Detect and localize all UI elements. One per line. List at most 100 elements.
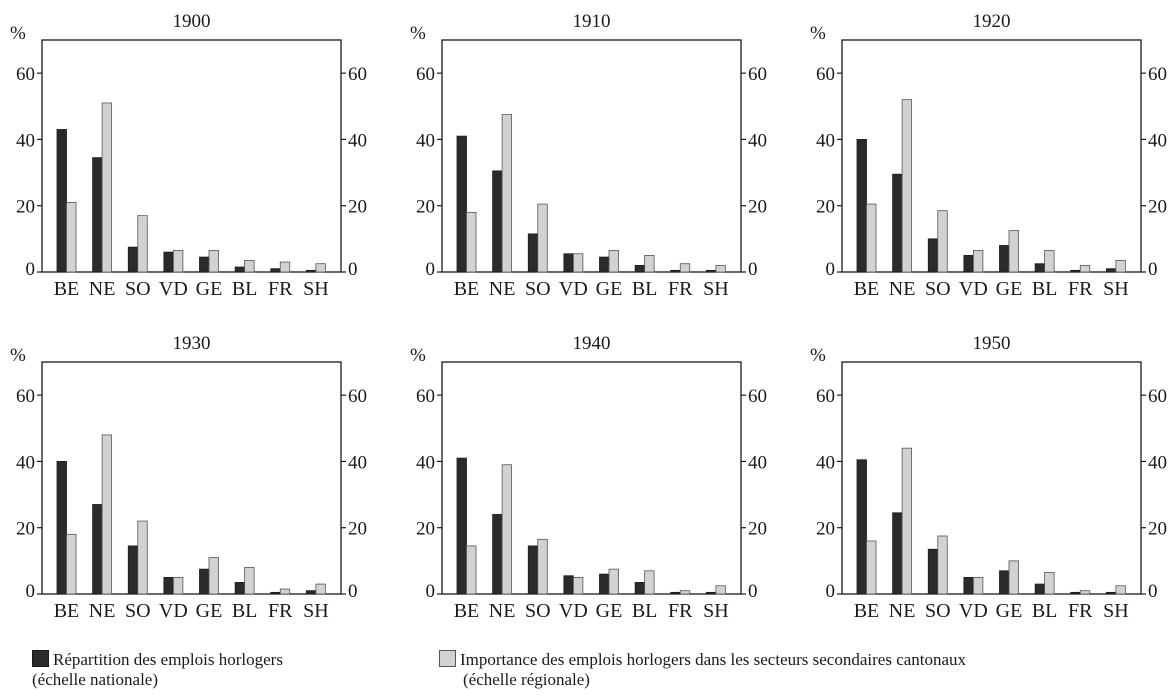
- bar-ge-national: [199, 568, 210, 595]
- bar-ge-regional: [1008, 560, 1019, 595]
- x-tick-label: SO: [125, 600, 151, 622]
- x-tick-label: SO: [525, 278, 551, 300]
- y-tick-label-right: 20: [748, 519, 767, 540]
- y-tick-label-right: 20: [348, 519, 367, 540]
- legend-national: Répartition des emplois horlogers (échel…: [32, 650, 283, 690]
- bar-be-national: [56, 129, 67, 273]
- bar-sh-national: [305, 590, 317, 595]
- plot-frame: [441, 361, 742, 595]
- bar-sh-regional: [315, 583, 326, 595]
- bar-ne-national: [492, 514, 503, 595]
- y-tick-label-right: 60: [748, 386, 767, 407]
- y-tick-label-left: 20: [816, 197, 835, 218]
- y-tick-label-right: 0: [348, 259, 358, 280]
- bar-ne-national: [92, 504, 103, 595]
- y-tick-label-left: 0: [826, 259, 836, 280]
- x-tick-label: FR: [1068, 278, 1093, 300]
- y-tick-label-left: 40: [816, 130, 835, 151]
- bar-ne-national: [892, 173, 903, 273]
- x-tick-label: NE: [889, 600, 916, 622]
- y-axis-unit-label: %: [10, 345, 26, 366]
- legend-national-label: Répartition des emplois horlogers: [53, 650, 283, 669]
- x-tick-label: FR: [668, 600, 693, 622]
- y-tick-label-left: 20: [16, 197, 35, 218]
- bar-vd-regional: [972, 577, 984, 595]
- bar-ge-regional: [608, 250, 619, 273]
- bar-ne-regional: [501, 114, 513, 273]
- bar-ge-national: [999, 570, 1010, 595]
- bar-so-regional: [137, 520, 148, 595]
- bar-vd-regional: [572, 577, 584, 595]
- y-tick-label-right: 60: [1148, 64, 1167, 85]
- x-tick-label: SO: [125, 278, 151, 300]
- bar-ne-national: [892, 512, 903, 595]
- bar-be-national: [456, 135, 467, 273]
- y-axis-unit-label: %: [410, 23, 426, 44]
- chart-panel-1920: 1920% 0 0 20 20 40 40 60 60 BE NE SO VD GE BL FR SH: [810, 11, 1167, 300]
- x-tick-label: BE: [54, 278, 80, 300]
- y-tick-label-left: 0: [426, 581, 436, 602]
- legend-national-sublabel: (échelle nationale): [32, 670, 159, 689]
- bar-vd-national: [563, 253, 574, 273]
- bar-bl-national: [634, 264, 646, 273]
- bar-bl-national: [634, 582, 646, 595]
- bar-bl-national: [1034, 583, 1046, 595]
- x-tick-label: VD: [959, 600, 988, 622]
- chart-title: 1940: [573, 333, 611, 354]
- x-tick-label: BL: [1032, 600, 1058, 622]
- x-tick-label: SO: [525, 600, 551, 622]
- y-tick-label-right: 0: [1148, 581, 1158, 602]
- plot-frame: [41, 361, 342, 595]
- chart-title: 1910: [573, 11, 611, 32]
- y-tick-label-right: 20: [748, 197, 767, 218]
- y-tick-label-right: 0: [1148, 259, 1158, 280]
- chart-panel-1910: 1910% 0 0 20 20 40 40 60 60 BE NE SO VD GE BL FR SH: [410, 11, 767, 300]
- bar-so-regional: [937, 210, 948, 273]
- chart-title: 1900: [173, 11, 211, 32]
- plot-frame: [41, 39, 342, 273]
- bar-be-national: [856, 139, 867, 273]
- bar-fr-national: [1070, 591, 1081, 595]
- x-tick-label: VD: [159, 600, 188, 622]
- bar-be-regional: [466, 211, 477, 273]
- x-tick-label: FR: [268, 600, 293, 622]
- y-tick-label-left: 20: [416, 519, 435, 540]
- bar-ge-regional: [208, 557, 219, 595]
- bar-sh-regional: [715, 585, 726, 595]
- charts-svg: 1900% 0 0 20 20 40 40 60 60 BE NE SO VD GE BL FR SH 1910%…: [10, 11, 1167, 622]
- x-tick-label: GE: [196, 278, 223, 300]
- bar-be-regional: [66, 533, 77, 595]
- bar-fr-regional: [679, 590, 691, 595]
- y-tick-label-left: 40: [416, 452, 435, 473]
- y-tick-label-left: 0: [426, 259, 436, 280]
- y-tick-label-left: 0: [26, 581, 36, 602]
- y-tick-label-left: 40: [416, 130, 435, 151]
- x-tick-label: SH: [1103, 278, 1129, 300]
- bar-so-national: [927, 238, 939, 273]
- y-axis-unit-label: %: [10, 23, 26, 44]
- bar-sh-national: [705, 269, 717, 273]
- x-tick-label: SH: [303, 600, 329, 622]
- x-tick-label: GE: [996, 600, 1023, 622]
- x-tick-label: SO: [925, 600, 951, 622]
- bar-be-national: [456, 457, 467, 595]
- x-tick-label: NE: [89, 278, 116, 300]
- bar-so-regional: [537, 203, 548, 273]
- y-tick-label-right: 40: [748, 130, 767, 151]
- bar-sh-national: [705, 591, 717, 595]
- bar-fr-national: [1070, 269, 1081, 273]
- x-tick-label: BL: [632, 278, 658, 300]
- x-tick-label: BL: [232, 278, 258, 300]
- bar-so-national: [527, 545, 539, 595]
- y-tick-label-right: 60: [348, 64, 367, 85]
- bar-vd-national: [163, 251, 174, 273]
- y-tick-label-left: 60: [816, 64, 835, 85]
- y-tick-label-right: 0: [348, 581, 358, 602]
- bar-ne-regional: [901, 447, 913, 595]
- bar-be-national: [856, 459, 867, 595]
- bar-bl-regional: [244, 567, 255, 595]
- y-tick-label-left: 60: [416, 386, 435, 407]
- bar-vd-regional: [972, 250, 984, 273]
- x-tick-label: BL: [1032, 278, 1058, 300]
- y-tick-label-left: 60: [16, 64, 35, 85]
